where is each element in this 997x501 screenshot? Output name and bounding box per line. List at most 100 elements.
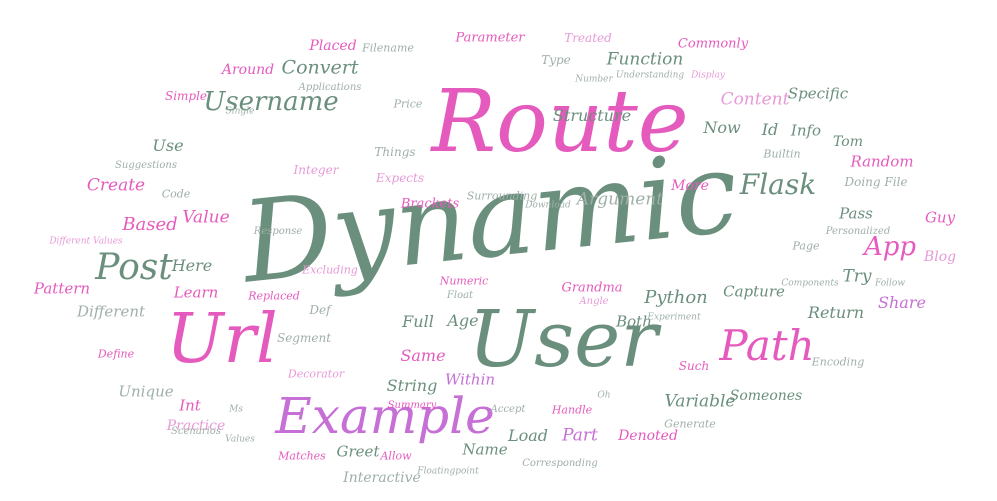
word-user: User [468,295,658,385]
word-within: Within [444,370,496,389]
word-value: Value [182,207,230,228]
word-doing-file: Doing File [844,175,908,189]
word-int: Int [179,396,201,415]
word-number: Number [575,74,613,85]
word-unique: Unique [118,382,174,401]
word-around: Around [221,62,275,78]
word-grandma: Grandma [561,280,623,296]
word-content: Content [720,89,790,110]
word-display: Display [691,70,725,81]
word-placed: Placed [309,38,357,54]
word-handle: Handle [551,403,593,417]
word-denoted: Denoted [618,428,678,444]
word-excluding: Excluding [302,263,358,277]
word-parameter: Parameter [455,30,525,46]
word-someones: Someones [729,388,803,404]
word-define: Define [97,347,135,361]
word-use: Use [152,136,184,155]
word-filename: Filename [362,41,414,55]
word-suggestions: Suggestions [115,160,177,171]
word-route: Route [431,72,689,172]
word-things: Things [374,145,416,159]
word-url: Url [166,300,278,379]
word-applications: Applications [298,82,362,93]
word-understanding: Understanding [615,70,685,81]
word-download: Download [525,200,571,211]
word-based: Based [122,214,178,235]
word-values: Values [225,434,255,445]
word-flask: Flask [739,168,817,201]
word-personalized: Personalized [825,226,891,237]
word-same: Same [400,346,446,365]
word-convert: Convert [281,56,359,79]
word-surrounding: Surrounding [466,189,538,203]
word-both: Both [616,312,652,331]
word-name: Name [462,440,508,459]
word-brackets: Brackets [400,196,460,212]
word-corresponding: Corresponding [522,458,598,469]
word-id: Id [761,120,779,139]
word-builtin: Builtin [763,147,801,161]
word-function: Function [606,49,684,70]
word-price: Price [393,97,423,111]
word-segment: Segment [276,331,332,345]
word-simple: Simple [164,89,208,103]
word-blog: Blog [923,249,957,265]
word-path: Path [719,321,815,370]
word-response: Response [253,226,303,237]
word-pass: Pass [839,204,873,223]
word-part: Part [562,425,598,446]
word-username: Username [203,87,339,117]
word-load: Load [507,426,549,445]
word-commonly: Commonly [677,36,749,52]
word-structure: Structure [552,106,632,125]
word-now: Now [703,118,741,137]
word-return: Return [807,303,865,322]
word-learn: Learn [173,283,219,302]
word-generate: Generate [664,417,716,431]
word-numeric: Numeric [439,274,489,288]
word-oh: Oh [597,390,611,401]
word-treated: Treated [564,31,612,45]
word-capture: Capture [723,282,785,301]
word-type: Type [541,53,571,67]
word-random: Random [850,152,914,171]
word-such: Such [678,359,710,373]
word-scenarios: Scenarios [171,426,221,437]
word-decorator: Decorator [287,367,345,381]
word-floatingpoint: Floatingpoint [417,466,479,477]
word-different: Different [76,302,146,321]
word-app: App [863,232,917,262]
word-string: String [386,376,438,395]
word-create: Create [86,175,146,196]
word-full: Full [402,312,434,331]
word-expects: Expects [375,171,425,185]
word-code: Code [161,187,191,201]
word-example: Example [275,387,495,445]
word-more: More [671,178,709,194]
word-guy: Guy [924,208,956,227]
word-def: Def [309,303,331,317]
word-specific: Specific [787,84,849,103]
word-float: Float [446,290,474,301]
word-angle: Angle [579,296,609,307]
word-summary: Summary [387,400,437,411]
word-tom: Tom [833,134,863,150]
word-interactive: Interactive [343,470,421,486]
word-matches: Matches [278,449,326,463]
word-allow: Allow [380,449,412,463]
word-ms: Ms [229,404,243,415]
word-follow: Follow [874,278,906,289]
word-practice: Practice [166,418,226,434]
word-share: Share [878,293,926,312]
word-try: Try [842,266,872,287]
word-age: Age [447,311,479,330]
word-encoding: Encoding [811,355,865,369]
word-greet: Greet [336,442,380,461]
word-argument: Argument [576,189,664,210]
word-replaced: Replaced [248,289,300,303]
word-single: Single [225,106,255,117]
word-variable: Variable [664,391,736,412]
word-accept: Accept [490,404,526,415]
